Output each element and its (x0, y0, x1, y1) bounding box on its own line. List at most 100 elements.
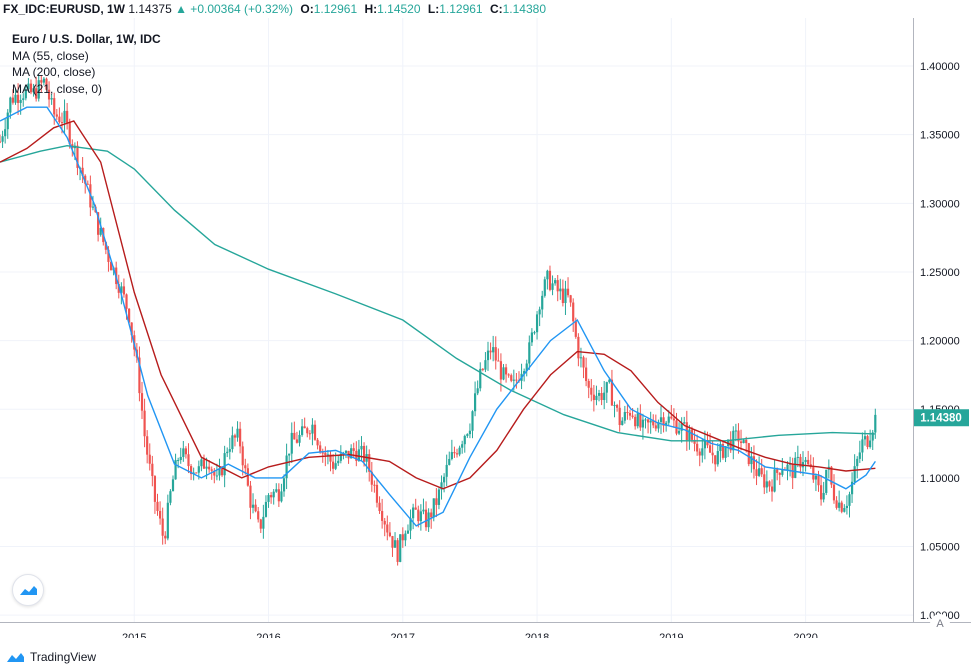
candle-body (311, 424, 314, 434)
candle-body (375, 484, 379, 503)
candle-body (300, 426, 304, 435)
legend-ma21[interactable]: MA (21, close, 0) (12, 81, 103, 96)
candle-body (319, 445, 322, 453)
candle-body (543, 279, 546, 296)
candle-body (435, 498, 438, 505)
candle-body (657, 422, 660, 429)
candle-body (399, 534, 402, 562)
auto-scale-button[interactable]: A (930, 614, 950, 634)
candle-body (146, 436, 149, 455)
x-tick-label: 2015 (122, 632, 146, 638)
candle-body (233, 435, 237, 438)
high-value: 1.14520 (377, 2, 421, 16)
candle-body (497, 360, 500, 362)
candle-body (662, 417, 665, 426)
symbol-header: FX_IDC:EURUSD, 1W 1.14375 ▲ +0.00364 (+0… (3, 0, 546, 18)
candle-body (130, 322, 133, 336)
candle-body (463, 435, 466, 445)
candle-body (507, 374, 510, 376)
candle-body (641, 419, 645, 428)
candle-body (566, 288, 570, 296)
candle-body (53, 98, 56, 115)
candle-body (814, 475, 818, 480)
candle-body (35, 88, 38, 99)
candle-body (628, 413, 632, 416)
candle-body (383, 520, 386, 525)
candle-body (329, 454, 332, 462)
candle-body (747, 443, 750, 465)
chart-legend: Euro / U.S. Dollar, 1W, IDC MA (55, clos… (12, 31, 161, 97)
candle-body (138, 357, 141, 394)
symbol-name[interactable]: FX_IDC:EURUSD, 1W (3, 2, 126, 16)
tradingview-logo-button[interactable] (12, 574, 44, 606)
candle-body (249, 485, 252, 508)
legend-ma55[interactable]: MA (55, close) (12, 48, 89, 63)
candle-body (331, 461, 335, 469)
candle-body (313, 424, 317, 440)
candle-body (171, 479, 175, 492)
low-value: 1.12961 (439, 2, 483, 16)
candle-body (786, 464, 789, 471)
candle-body (659, 417, 663, 423)
candle-body (16, 94, 20, 103)
candle-body (246, 468, 249, 486)
candle-body (58, 116, 61, 123)
legend-ma200[interactable]: MA (200, close) (12, 65, 96, 79)
candle-body (752, 456, 756, 470)
candle-body (189, 466, 193, 475)
candle-body (422, 509, 425, 512)
candles (0, 74, 877, 566)
footer-brand[interactable]: TradingView (4, 648, 96, 666)
x-axis-labels: 2015 2016 2017 2018 2019 2020 (122, 632, 818, 644)
candle-body (528, 342, 531, 364)
candle-body (156, 501, 159, 511)
candle-body (99, 228, 102, 235)
candle-body (308, 433, 311, 435)
candle-body (794, 457, 797, 478)
candle-body (613, 405, 616, 407)
x-tick-label: 2016 (256, 632, 280, 638)
cloud-logo-icon (20, 586, 37, 595)
candle-body (264, 501, 268, 517)
candle-body (239, 428, 242, 447)
chart-frame[interactable]: 1.400001.350001.300001.250001.200001.150… (0, 18, 971, 644)
candle-body (109, 261, 113, 271)
candle-body (295, 439, 299, 443)
candle-body (796, 456, 799, 458)
candle-body (179, 456, 182, 461)
candle-body (393, 540, 397, 548)
candle-body (220, 468, 224, 476)
candle-body (68, 122, 71, 145)
candle-body (437, 489, 441, 505)
y-axis-labels: 1.400001.350001.300001.250001.200001.150… (920, 61, 960, 622)
candle-body (690, 429, 694, 440)
candle-body (412, 507, 415, 519)
candle-body (574, 321, 577, 337)
candle-body (546, 270, 549, 280)
candle-body (257, 511, 260, 520)
candle-body (378, 502, 381, 512)
candle-body (716, 451, 719, 465)
candle-body (665, 422, 668, 426)
candle-body (417, 509, 420, 522)
candle-body (739, 441, 743, 444)
candle-body (326, 454, 330, 456)
candle-body (303, 426, 306, 429)
candle-body (419, 511, 422, 522)
candle-body (768, 481, 771, 487)
candle-body (587, 381, 590, 388)
price-chart[interactable]: 1.400001.350001.300001.250001.200001.150… (0, 18, 971, 644)
candle-body (455, 453, 459, 455)
candle-body (634, 416, 637, 427)
candle-body (541, 295, 544, 310)
candle-body (781, 469, 784, 475)
candle-body (639, 413, 642, 428)
ma21-line (0, 106, 876, 527)
candle-body (476, 388, 479, 394)
candle-body (473, 393, 477, 412)
candle-body (280, 491, 283, 502)
candle-body (577, 336, 580, 359)
candle-body (605, 382, 608, 393)
candle-body (184, 448, 188, 455)
price-badge-label: 1.14380 (920, 413, 962, 425)
